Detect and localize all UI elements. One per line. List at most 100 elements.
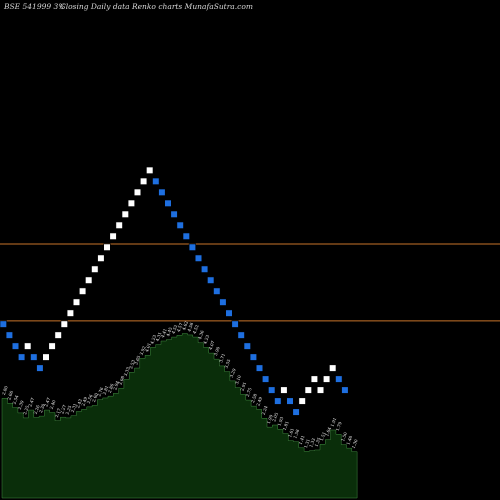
volume-value-label: 4.23 (149, 334, 157, 345)
renko-brick-up (91, 265, 99, 273)
renko-brick-down (207, 276, 215, 284)
renko-brick-down (194, 254, 203, 262)
volume-value-label: 2.66 (6, 390, 14, 401)
volume-value-label: 4.01 (144, 342, 152, 353)
volume-fill (1, 333, 358, 499)
renko-brick-up (66, 309, 74, 317)
volume-value-label: 1.50 (340, 431, 348, 442)
volume-value-label: 3.33 (123, 366, 131, 377)
volume-value-label: 2.75 (245, 387, 253, 398)
renko-brick-up (304, 386, 312, 394)
reference-lines (0, 243, 500, 322)
volume-value-label: 3.90 (213, 346, 221, 357)
volume-value-label: 3.55 (223, 358, 231, 369)
renko-brick-up (280, 386, 288, 394)
volume-value-label: 1.91 (329, 417, 337, 428)
renko-brick-down (176, 221, 184, 229)
renko-brick-up (115, 221, 123, 229)
renko-brick-up (133, 188, 142, 196)
volume-value-label: 2.25 (22, 404, 30, 415)
volume-value-label: 1.30 (351, 438, 359, 449)
volume-value-label: 2.94 (112, 380, 120, 391)
volume-value-label: 1.35 (314, 436, 322, 447)
volume-value-label: 4.52 (170, 324, 178, 335)
renko-brick-down (261, 375, 270, 383)
renko-brick-up (103, 243, 111, 251)
renko-brick-up (329, 364, 337, 372)
volume-value-label: 2.86 (107, 383, 115, 394)
volume-value-label: 3.29 (229, 367, 237, 378)
renko-brick-down (36, 364, 44, 372)
volume-value-label: 2.49 (255, 396, 263, 407)
renko-brick-down (158, 188, 166, 196)
renko-brick-up (54, 331, 62, 339)
renko-brick-down (152, 177, 160, 185)
volume-value-label: 4.36 (197, 329, 205, 340)
volume-value-label: 4.07 (208, 340, 216, 351)
renko-brick-up (48, 342, 56, 350)
renko-brick-down (17, 353, 26, 361)
volume-value-label: 4.52 (192, 324, 200, 335)
renko-brick-down (249, 353, 258, 361)
renko-brick-up (298, 397, 306, 405)
chart-header-symbol: BSE 541999 3% (3, 2, 65, 11)
volume-value-label: 1.79 (335, 421, 343, 432)
renko-brick-down (164, 199, 172, 207)
renko-brick-down (292, 408, 300, 416)
renko-brick-down (213, 287, 221, 295)
volume-value-label: 1.64 (324, 426, 332, 437)
volume-value-label: 2.58 (250, 393, 258, 404)
volume-value-label: 3.08 (117, 375, 125, 386)
renko-brick-up (109, 232, 117, 240)
chart-header-caption: Closing Daily data Renko charts MunafaSu… (60, 2, 253, 11)
renko-brick-up (121, 210, 129, 218)
renko-brick-down (268, 386, 276, 394)
renko-brick-up (146, 166, 154, 174)
renko-brick-down (341, 386, 349, 394)
volume-value-label: 2.49 (80, 396, 88, 407)
renko-brick-down (30, 353, 38, 361)
renko-brick-up (42, 353, 50, 361)
renko-brick-down (182, 232, 190, 240)
renko-brick-down (243, 342, 251, 350)
renko-brick-up (24, 342, 32, 350)
renko-brick-up (72, 298, 81, 306)
volume-value-label: 2.26 (33, 404, 41, 415)
renko-brick-up (322, 375, 331, 383)
volume-value-label: 2.54 (11, 394, 19, 405)
volume-value-label: 2.81 (102, 385, 110, 396)
volume-value-label: 2.30 (38, 403, 46, 414)
renko-brick-down (219, 298, 227, 306)
volume-value-label: 4.23 (202, 334, 210, 345)
volume-value-label: 2.31 (70, 402, 78, 413)
volume-value-label: 4.62 (181, 320, 189, 331)
volume-value-label: 4.41 (160, 328, 168, 339)
renko-brick-down (237, 331, 245, 339)
renko-brick-down (188, 243, 197, 251)
volume-value-label: 1.81 (282, 420, 290, 431)
renko-brick-up (97, 254, 105, 262)
volume-value-label: 1.40 (345, 435, 353, 446)
volume-value-label: 4.58 (186, 322, 194, 333)
volume-value-label: 3.65 (133, 355, 141, 366)
volume-value-label: 2.39 (17, 399, 25, 410)
renko-brick-up (127, 199, 136, 207)
volume-value-label: 1.31 (303, 438, 311, 449)
volume-value-label: 3.71 (218, 352, 226, 363)
volume-value-label: 1.61 (287, 427, 295, 438)
renko-bricks (0, 166, 349, 416)
volume-area (1, 333, 358, 499)
renko-brick-up (79, 287, 87, 295)
volume-value-label: 2.76 (96, 386, 104, 397)
volume-value-label: 2.91 (239, 381, 247, 392)
renko-brick-down (5, 331, 13, 339)
volume-value-label: 2.40 (49, 399, 57, 410)
volume-value-label: 4.57 (176, 322, 184, 333)
renko-brick-down (231, 320, 239, 328)
volume-value-label: 2.56 (86, 393, 94, 404)
volume-value-label: 4.45 (165, 326, 173, 337)
volume-value-label: 4.31 (155, 331, 163, 342)
renko-brick-up (85, 276, 93, 284)
renko-brick-down (0, 320, 7, 328)
